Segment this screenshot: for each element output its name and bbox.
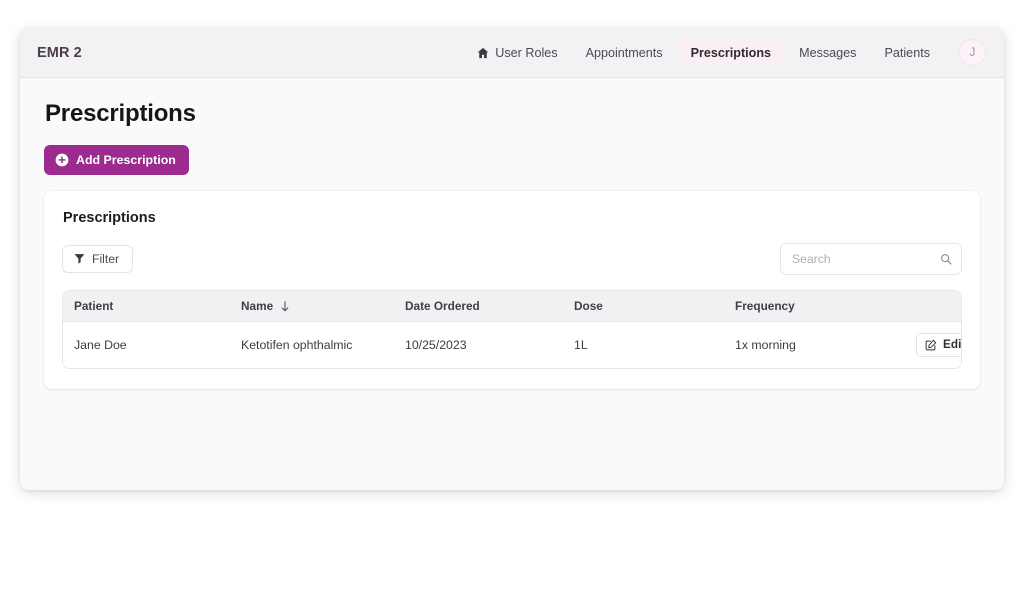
filter-button[interactable]: Filter: [62, 244, 134, 274]
nav-item-prescriptions[interactable]: Prescriptions: [679, 39, 783, 66]
app-window: EMR 2 User Roles Appointments Prescripti…: [20, 28, 1004, 490]
filter-label: Filter: [92, 251, 120, 266]
edit-label: Edit: [943, 337, 961, 352]
table-row[interactable]: Jane Doe Ketotifen ophthalmic 10/25/2023…: [63, 321, 961, 368]
column-header-label: Name: [241, 299, 274, 313]
column-header-dose[interactable]: Dose: [563, 291, 724, 322]
cell-frequency: 1x morning: [724, 321, 905, 368]
app-brand: EMR 2: [37, 44, 82, 61]
cell-date-ordered: 10/25/2023: [394, 321, 563, 368]
funnel-icon: [74, 253, 85, 265]
page-body: Prescriptions Add Prescription Prescript…: [20, 78, 1004, 490]
nav-item-appointments[interactable]: Appointments: [575, 40, 674, 66]
avatar[interactable]: J: [959, 39, 986, 66]
cell-dose: 1L: [563, 321, 724, 368]
avatar-initial: J: [969, 46, 976, 59]
column-header-date-ordered[interactable]: Date Ordered: [394, 291, 563, 322]
column-header-label: Date Ordered: [405, 299, 480, 313]
column-header-frequency[interactable]: Frequency: [724, 291, 905, 322]
prescriptions-table: Patient Name: [63, 291, 961, 368]
page-title: Prescriptions: [45, 100, 196, 127]
top-navbar: EMR 2 User Roles Appointments Prescripti…: [20, 28, 1004, 78]
cell-name: Ketotifen ophthalmic: [230, 321, 394, 368]
nav-item-user-roles[interactable]: User Roles: [466, 40, 568, 66]
table-header-row: Patient Name: [63, 291, 961, 322]
cell-patient: Jane Doe: [63, 321, 230, 368]
nav-item-messages[interactable]: Messages: [788, 40, 867, 66]
add-prescription-button[interactable]: Add Prescription: [44, 145, 189, 175]
column-header-patient[interactable]: Patient: [63, 291, 230, 322]
search-box: [780, 243, 962, 275]
column-header-label: Frequency: [735, 299, 795, 313]
nav-item-label: Prescriptions: [690, 45, 772, 60]
table-body: Jane Doe Ketotifen ophthalmic 10/25/2023…: [63, 321, 961, 368]
nav-item-patients[interactable]: Patients: [873, 40, 941, 66]
prescriptions-card: Prescriptions Filter: [44, 191, 980, 389]
column-header-name[interactable]: Name: [230, 291, 394, 322]
nav-item-label: Appointments: [585, 45, 663, 60]
arrow-down-icon[interactable]: [280, 300, 290, 312]
column-header-actions: [905, 291, 961, 322]
row-action-buttons: Edit: [916, 333, 961, 357]
edit-button[interactable]: Edit: [916, 333, 961, 357]
column-header-label: Patient: [74, 299, 114, 313]
nav-item-label: Patients: [884, 45, 930, 60]
search-input[interactable]: [780, 243, 962, 275]
nav-item-label: User Roles: [495, 45, 558, 60]
sortable-header: Name: [241, 299, 290, 313]
home-icon: [477, 47, 489, 59]
prescriptions-table-wrap: Patient Name: [62, 290, 962, 369]
cell-actions: Edit: [905, 321, 961, 368]
column-header-label: Dose: [574, 299, 603, 313]
nav-links: User Roles Appointments Prescriptions Me…: [466, 39, 986, 66]
add-prescription-label: Add Prescription: [76, 152, 176, 167]
plus-circle-icon: [55, 153, 69, 167]
card-title: Prescriptions: [63, 210, 156, 226]
table-head: Patient Name: [63, 291, 961, 322]
nav-item-label: Messages: [799, 45, 857, 60]
table-toolbar: Filter: [62, 243, 962, 275]
pencil-square-icon: [925, 339, 937, 351]
